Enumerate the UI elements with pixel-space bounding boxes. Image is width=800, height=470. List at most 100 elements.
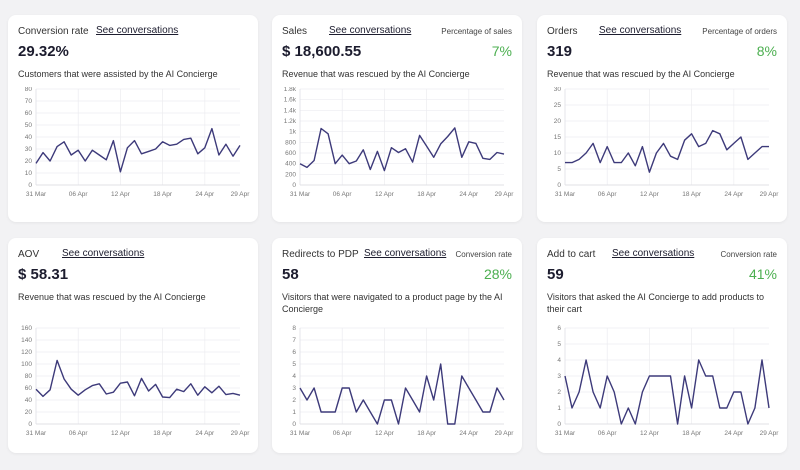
x-tick-label: 31 Mar — [26, 430, 47, 437]
secondary-metric-value: 7% — [491, 43, 512, 59]
x-tick-label: 31 Mar — [555, 430, 576, 437]
metric-description: Revenue that was rescued by the AI Conci… — [18, 292, 206, 302]
x-tick-label: 29 Apr — [495, 191, 515, 198]
see-conversations-link[interactable]: See conversations — [96, 25, 179, 36]
x-tick-label: 18 Apr — [682, 191, 702, 198]
y-tick-label: 800 — [285, 139, 296, 146]
x-tick-label: 06 Apr — [333, 191, 353, 198]
metric-description: Visitors that asked the AI Concierge to … — [547, 292, 764, 314]
metric-card: Add to cart See conversations Conversion… — [537, 238, 787, 453]
x-tick-label: 24 Apr — [195, 191, 215, 198]
x-tick-label: 18 Apr — [682, 430, 702, 437]
y-tick-label: 7 — [292, 337, 296, 344]
x-tick-label: 12 Apr — [375, 191, 395, 198]
x-tick-label: 24 Apr — [459, 191, 479, 198]
y-tick-label: 0 — [28, 182, 32, 189]
x-tick-label: 18 Apr — [417, 430, 437, 437]
y-tick-label: 5 — [557, 166, 561, 173]
x-tick-label: 29 Apr — [760, 430, 780, 437]
x-tick-label: 24 Apr — [195, 430, 215, 437]
metric-label: Orders — [547, 26, 578, 37]
x-tick-label: 12 Apr — [375, 430, 395, 437]
y-tick-label: 100 — [21, 361, 32, 368]
x-tick-label: 06 Apr — [598, 191, 618, 198]
x-tick-label: 29 Apr — [760, 191, 780, 198]
y-tick-label: 120 — [21, 349, 32, 356]
y-tick-label: 160 — [21, 325, 32, 332]
y-tick-label: 20 — [25, 158, 33, 165]
y-tick-label: 20 — [554, 118, 562, 125]
y-tick-label: 5 — [292, 361, 296, 368]
line-chart: 0 1 2 3 4 5 6 7 8 31 Mar 06 Apr 12 Apr 18 Apr 24 Apr 2… — [290, 325, 515, 437]
x-tick-label: 24 Apr — [724, 191, 744, 198]
y-tick-label: 0 — [28, 421, 32, 428]
y-tick-label: 25 — [554, 102, 562, 109]
metric-card: Redirects to PDP See conversations Conve… — [272, 238, 522, 453]
x-tick-label: 31 Mar — [290, 430, 311, 437]
metric-label: Add to cart — [547, 249, 596, 260]
line-chart: 0 5 10 15 20 25 30 31 Mar 06 Apr 12 Apr 18 Apr 24 A… — [554, 87, 780, 198]
y-tick-label: 40 — [25, 134, 33, 141]
metric-card: Sales See conversations Percentage of sa… — [272, 15, 522, 222]
secondary-metric-label: Percentage of sales — [441, 27, 512, 36]
x-tick-label: 06 Apr — [598, 430, 618, 437]
y-tick-label: 0 — [557, 182, 561, 189]
data-series-line — [35, 127, 241, 173]
y-tick-label: 15 — [554, 134, 562, 141]
metric-card: Conversion rate See conversations 29.32%… — [8, 15, 258, 222]
see-conversations-link[interactable]: See conversations — [364, 248, 447, 259]
data-series-line — [299, 127, 505, 172]
y-tick-label: 0 — [292, 421, 296, 428]
y-tick-label: 4 — [557, 357, 561, 364]
y-tick-label: 400 — [285, 161, 296, 168]
metric-value: 319 — [547, 43, 573, 60]
y-tick-label: 5 — [557, 341, 561, 348]
line-chart: 0 10 20 30 40 50 60 70 80 31 Mar 06 Apr 12 Apr 18 Ap… — [25, 87, 250, 198]
y-tick-label: 60 — [25, 385, 33, 392]
metric-card: Orders See conversations Percentage of o… — [537, 15, 787, 222]
y-tick-label: 1.6k — [284, 97, 297, 104]
y-tick-label: 6 — [557, 325, 561, 332]
y-tick-label: 0 — [292, 182, 296, 189]
metric-description: Revenue that was rescued by the AI Conci… — [282, 69, 470, 79]
see-conversations-link[interactable]: See conversations — [599, 25, 682, 36]
secondary-metric-value: 28% — [483, 266, 512, 282]
data-series-line — [299, 363, 505, 425]
metric-value: 58 — [282, 266, 299, 283]
secondary-metric-value: 8% — [756, 43, 777, 59]
line-chart: 0 20 40 60 80 100 120 140 160 31 Mar 06 Apr 12 Apr 1… — [21, 325, 251, 437]
x-tick-label: 29 Apr — [231, 430, 251, 437]
y-tick-label: 1.4k — [284, 107, 297, 114]
x-tick-label: 29 Apr — [495, 430, 515, 437]
y-tick-label: 10 — [554, 150, 562, 157]
x-tick-label: 18 Apr — [417, 191, 437, 198]
y-tick-label: 1 — [292, 409, 296, 416]
see-conversations-link[interactable]: See conversations — [62, 248, 145, 259]
y-tick-label: 80 — [25, 373, 33, 380]
y-tick-label: 30 — [25, 146, 33, 153]
metric-card: AOV See conversations $ 58.31 Revenue th… — [8, 238, 258, 453]
see-conversations-link[interactable]: See conversations — [612, 248, 695, 259]
x-tick-label: 06 Apr — [69, 191, 89, 198]
y-tick-label: 8 — [292, 325, 296, 332]
metric-value: $ 18,600.55 — [282, 43, 362, 60]
x-tick-label: 12 Apr — [640, 430, 660, 437]
x-tick-label: 06 Apr — [69, 430, 89, 437]
see-conversations-link[interactable]: See conversations — [329, 25, 412, 36]
y-tick-label: 10 — [25, 170, 33, 177]
x-tick-label: 24 Apr — [459, 430, 479, 437]
data-series-line — [564, 359, 770, 425]
y-tick-label: 600 — [285, 150, 296, 157]
y-tick-label: 4 — [292, 373, 296, 380]
secondary-metric-value: 41% — [748, 266, 777, 282]
line-chart: 0 1 2 3 4 5 6 31 Mar 06 Apr 12 Apr 18 Apr 24 Apr 29 … — [555, 325, 780, 437]
y-tick-label: 60 — [25, 110, 33, 117]
data-series-line — [35, 359, 241, 399]
x-tick-label: 06 Apr — [333, 430, 353, 437]
metric-description: Visitors that were navigated to a produc… — [282, 292, 503, 314]
metric-value: 29.32% — [18, 43, 69, 60]
y-tick-label: 1 — [557, 405, 561, 412]
y-tick-label: 70 — [25, 98, 33, 105]
y-tick-label: 140 — [21, 337, 32, 344]
y-tick-label: 30 — [554, 87, 562, 93]
